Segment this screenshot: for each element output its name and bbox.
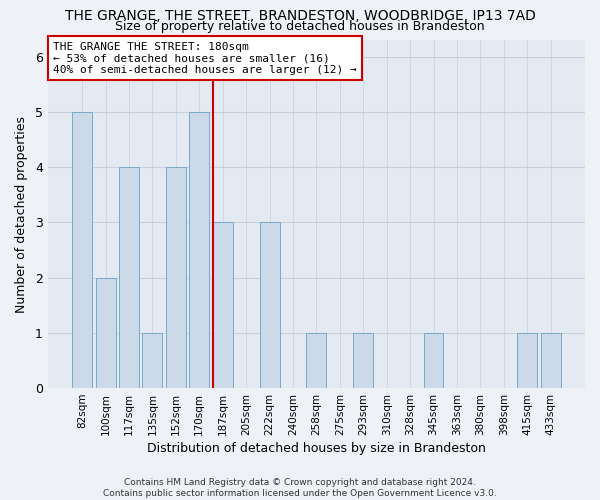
Bar xyxy=(95,278,116,388)
Y-axis label: Number of detached properties: Number of detached properties xyxy=(15,116,28,312)
Bar xyxy=(424,333,443,388)
Text: Contains HM Land Registry data © Crown copyright and database right 2024.
Contai: Contains HM Land Registry data © Crown c… xyxy=(103,478,497,498)
Bar xyxy=(517,333,537,388)
Bar xyxy=(72,112,92,388)
Text: THE GRANGE THE STREET: 180sqm
← 53% of detached houses are smaller (16)
40% of s: THE GRANGE THE STREET: 180sqm ← 53% of d… xyxy=(53,42,357,75)
Bar xyxy=(142,333,163,388)
X-axis label: Distribution of detached houses by size in Brandeston: Distribution of detached houses by size … xyxy=(147,442,486,455)
Bar xyxy=(213,222,233,388)
Bar xyxy=(190,112,209,388)
Bar xyxy=(307,333,326,388)
Bar xyxy=(353,333,373,388)
Bar xyxy=(119,167,139,388)
Bar xyxy=(260,222,280,388)
Text: Size of property relative to detached houses in Brandeston: Size of property relative to detached ho… xyxy=(115,20,485,33)
Bar xyxy=(166,167,186,388)
Bar xyxy=(541,333,560,388)
Text: THE GRANGE, THE STREET, BRANDESTON, WOODBRIDGE, IP13 7AD: THE GRANGE, THE STREET, BRANDESTON, WOOD… xyxy=(65,9,535,23)
